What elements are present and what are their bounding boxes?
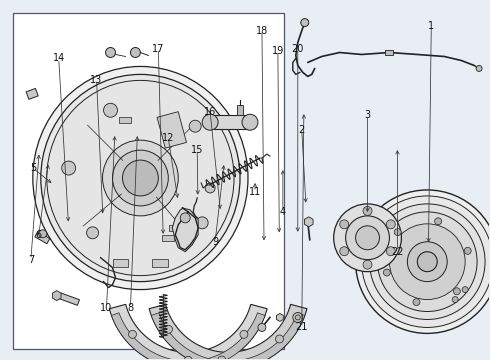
Ellipse shape <box>47 80 234 276</box>
Circle shape <box>240 330 248 338</box>
Text: 18: 18 <box>256 26 268 36</box>
Circle shape <box>452 297 458 302</box>
Text: 16: 16 <box>204 107 216 117</box>
Text: 11: 11 <box>249 187 261 197</box>
Circle shape <box>462 287 468 293</box>
Text: 14: 14 <box>52 54 65 63</box>
Circle shape <box>340 247 349 256</box>
Circle shape <box>390 224 465 300</box>
Text: 6: 6 <box>36 230 42 240</box>
Circle shape <box>301 19 309 27</box>
Circle shape <box>130 48 141 58</box>
Circle shape <box>453 288 461 295</box>
Circle shape <box>218 356 226 360</box>
Circle shape <box>295 315 300 320</box>
Text: 12: 12 <box>162 133 174 143</box>
Circle shape <box>340 220 349 229</box>
Bar <box>169 225 181 231</box>
Circle shape <box>196 217 208 229</box>
Text: 10: 10 <box>100 302 113 312</box>
Bar <box>113 259 128 267</box>
Circle shape <box>165 325 172 333</box>
Circle shape <box>184 356 192 360</box>
Circle shape <box>242 114 258 130</box>
Polygon shape <box>172 208 198 252</box>
Circle shape <box>369 204 485 319</box>
Circle shape <box>362 196 490 328</box>
Text: 8: 8 <box>127 302 133 312</box>
Circle shape <box>103 103 118 117</box>
Circle shape <box>476 66 482 71</box>
Circle shape <box>413 298 420 306</box>
Polygon shape <box>111 313 265 360</box>
Text: 19: 19 <box>272 45 284 55</box>
Circle shape <box>363 260 372 269</box>
Text: 13: 13 <box>91 75 103 85</box>
Polygon shape <box>151 313 305 360</box>
Circle shape <box>205 183 215 193</box>
Text: 21: 21 <box>295 323 308 332</box>
Circle shape <box>435 218 441 225</box>
Text: 1: 1 <box>428 21 434 31</box>
Circle shape <box>102 140 178 216</box>
Circle shape <box>386 247 395 256</box>
Bar <box>26 89 38 99</box>
Circle shape <box>275 335 284 343</box>
Polygon shape <box>52 291 61 301</box>
Circle shape <box>62 161 75 175</box>
Text: 2: 2 <box>299 125 305 135</box>
Text: 20: 20 <box>292 44 304 54</box>
Circle shape <box>334 204 401 272</box>
Circle shape <box>363 206 372 215</box>
Ellipse shape <box>33 67 248 289</box>
Circle shape <box>128 330 137 338</box>
Bar <box>35 231 50 244</box>
Bar <box>120 117 131 123</box>
Circle shape <box>356 226 379 250</box>
Text: 17: 17 <box>152 44 165 54</box>
Circle shape <box>87 227 98 239</box>
Circle shape <box>383 269 391 276</box>
Text: 7: 7 <box>28 255 34 265</box>
Circle shape <box>394 229 401 235</box>
Circle shape <box>113 150 168 206</box>
Bar <box>237 105 243 115</box>
Circle shape <box>189 120 201 132</box>
Text: 9: 9 <box>212 237 218 247</box>
Bar <box>157 112 187 148</box>
Circle shape <box>464 247 471 255</box>
Circle shape <box>356 190 490 333</box>
Circle shape <box>345 216 390 260</box>
Bar <box>152 259 168 267</box>
Bar <box>13 13 284 349</box>
Circle shape <box>407 242 447 282</box>
Bar <box>386 50 393 55</box>
Circle shape <box>105 48 116 58</box>
Bar <box>214 115 250 129</box>
Circle shape <box>417 252 437 272</box>
Text: 4: 4 <box>280 207 286 217</box>
Bar <box>162 235 174 241</box>
Circle shape <box>202 114 218 130</box>
Text: 15: 15 <box>191 145 203 155</box>
Circle shape <box>293 312 303 323</box>
Text: 5: 5 <box>30 163 36 173</box>
Circle shape <box>386 220 395 229</box>
Circle shape <box>39 230 47 238</box>
Polygon shape <box>149 304 307 360</box>
Circle shape <box>122 160 158 196</box>
Polygon shape <box>109 304 267 360</box>
Circle shape <box>377 212 477 311</box>
Ellipse shape <box>41 75 240 282</box>
Circle shape <box>180 213 190 223</box>
Bar <box>59 293 79 305</box>
Text: 22: 22 <box>391 247 404 257</box>
Circle shape <box>258 323 266 332</box>
Text: 3: 3 <box>365 110 370 120</box>
